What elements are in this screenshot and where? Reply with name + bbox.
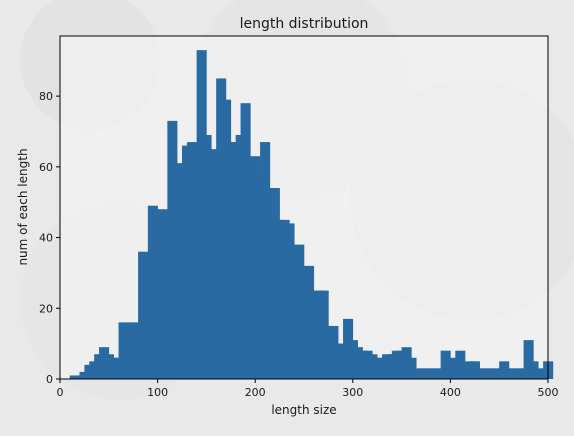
plot-frame <box>59 35 549 380</box>
histogram-bar <box>455 350 466 379</box>
histogram-bar <box>440 350 451 379</box>
x-tick-label: 400 <box>440 386 461 399</box>
x-tick-label: 500 <box>538 386 559 399</box>
histogram-bar <box>304 265 315 379</box>
y-axis: 0 20 40 60 80 <box>39 90 60 386</box>
y-axis-label: num of each length <box>16 148 30 265</box>
y-tick-label: 0 <box>46 373 53 386</box>
x-tick-label: 300 <box>342 386 363 399</box>
histogram-bar <box>523 340 534 379</box>
bars-group <box>69 50 554 380</box>
chart-title: length distribution <box>240 16 369 32</box>
x-tick-label: 200 <box>245 386 266 399</box>
y-tick-label: 80 <box>39 90 53 103</box>
x-tick-label: 0 <box>57 386 64 399</box>
x-axis: 0 100 200 300 400 500 <box>57 379 559 399</box>
x-tick-label: 100 <box>147 386 168 399</box>
y-tick-label: 20 <box>39 302 53 315</box>
y-tick-label: 40 <box>39 232 53 245</box>
y-tick-label: 60 <box>39 161 53 174</box>
x-axis-label: length size <box>271 403 336 417</box>
